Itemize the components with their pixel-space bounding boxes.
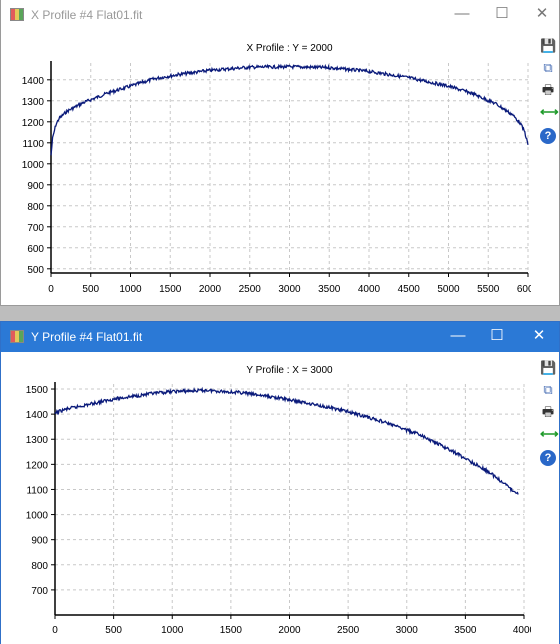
save-icon[interactable]: 💾 <box>540 360 557 375</box>
x-tick-label: 1000 <box>119 284 142 295</box>
resize-arrows-icon[interactable]: ⟷ <box>540 104 559 119</box>
x-tick-label: 3000 <box>278 284 301 295</box>
x-tick-label: 3500 <box>318 284 341 295</box>
y-tick-label: 900 <box>31 536 48 547</box>
maximize-button[interactable]: ☐ <box>490 327 504 344</box>
x-profile-window: X Profile #4 Flat01.fit — ☐ ✕ X Profile … <box>0 0 560 306</box>
y-tick-label: 500 <box>27 265 44 276</box>
window-title: Y Profile #4 Flat01.fit <box>31 330 143 344</box>
y-tick-label: 600 <box>27 244 44 255</box>
copy-icon[interactable]: ⧉ <box>543 60 553 75</box>
copy-icon[interactable]: ⧉ <box>543 382 553 397</box>
window-title: X Profile #4 Flat01.fit <box>31 8 143 22</box>
y-profile-window: Y Profile #4 Flat01.fit — ☐ ✕ Y Profile … <box>0 321 560 644</box>
x-tick-label: 5000 <box>437 284 460 295</box>
y-tick-label: 800 <box>31 561 48 572</box>
y-tick-label: 800 <box>27 202 44 213</box>
y-tick-label: 1000 <box>26 511 49 522</box>
x-tick-label: 4500 <box>398 284 421 295</box>
resize-arrows-icon[interactable]: ⟷ <box>540 426 559 441</box>
x-profile-chart: X Profile : Y = 2000 0 500 1000 1500 2000 2500… <box>22 43 531 295</box>
y-tick-label: 700 <box>27 223 44 234</box>
help-icon[interactable]: ? <box>540 128 556 144</box>
x-tick-label: 2500 <box>239 284 262 295</box>
minimize-button[interactable]: — <box>454 5 470 22</box>
y-tick-label: 1400 <box>22 76 45 87</box>
x-tick-label: 4000 <box>358 284 381 295</box>
x-tick-label: 3000 <box>396 625 419 636</box>
y-tick-label: 1300 <box>22 97 45 108</box>
y-tick-label: 1400 <box>26 410 49 421</box>
profile-series-line <box>54 386 519 495</box>
maximize-button[interactable]: ☐ <box>495 5 509 22</box>
x-tick-label: 2000 <box>199 284 222 295</box>
x-tick-label: 5500 <box>477 284 500 295</box>
y-tick-label: 1200 <box>26 460 49 471</box>
close-button[interactable]: ✕ <box>532 327 546 344</box>
x-tick-label: 3500 <box>454 625 477 636</box>
x-profile-titlebar[interactable]: X Profile #4 Flat01.fit — ☐ ✕ <box>1 0 559 30</box>
y-tick-label: 1300 <box>26 435 49 446</box>
x-tick-label: 1500 <box>159 284 182 295</box>
y-tick-label: 1500 <box>26 385 49 396</box>
y-tick-label: 1000 <box>22 160 45 171</box>
x-tick-label: 500 <box>105 625 122 636</box>
y-tick-label: 1200 <box>22 118 45 129</box>
x-tick-label: 1000 <box>161 625 184 636</box>
profile-series-line <box>50 63 529 156</box>
x-tick-label: 6000 <box>517 284 531 295</box>
x-tick-label: 0 <box>48 284 54 295</box>
y-tick-label: 700 <box>31 586 48 597</box>
y-tick-label: 900 <box>27 181 44 192</box>
chart-title: X Profile : Y = 2000 <box>246 43 333 54</box>
x-tick-label: 2500 <box>337 625 360 636</box>
x-tick-label: 2000 <box>278 625 301 636</box>
app-icon <box>10 330 24 343</box>
chart-title: Y Profile : X = 3000 <box>246 365 333 376</box>
x-tick-label: 1500 <box>220 625 243 636</box>
y-tick-label: 1100 <box>22 139 44 150</box>
app-icon <box>10 8 24 21</box>
x-tick-label: 4000 <box>513 625 531 636</box>
minimize-button[interactable]: — <box>450 327 466 344</box>
x-tick-label: 0 <box>52 625 58 636</box>
help-icon[interactable]: ? <box>540 450 556 466</box>
y-profile-titlebar[interactable]: Y Profile #4 Flat01.fit — ☐ ✕ <box>1 322 559 352</box>
y-profile-chart: Y Profile : X = 3000 0 500 1000 1500 2000 2500… <box>26 365 531 636</box>
close-button[interactable]: ✕ <box>535 5 549 22</box>
print-icon[interactable]: 🖶 <box>541 82 555 97</box>
print-icon[interactable]: 🖶 <box>541 404 555 419</box>
x-tick-label: 500 <box>82 284 99 295</box>
y-tick-label: 1100 <box>26 485 48 496</box>
save-icon[interactable]: 💾 <box>540 38 557 53</box>
